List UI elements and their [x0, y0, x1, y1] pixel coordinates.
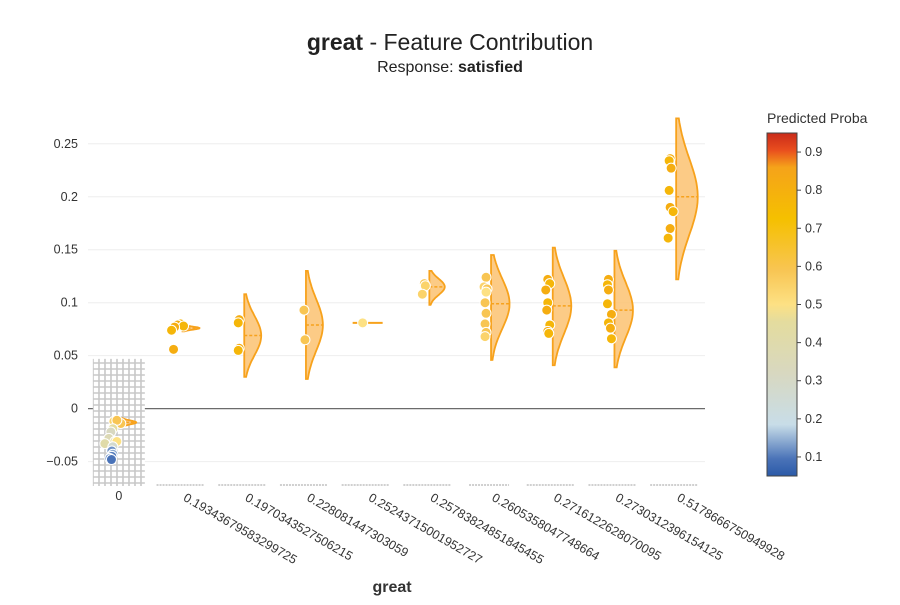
data-point: [105, 454, 117, 466]
y-tick-label: 0.1: [61, 296, 78, 310]
data-point: [480, 271, 492, 283]
data-point: [416, 288, 428, 300]
colorbar-title: Predicted Proba: [767, 110, 868, 126]
colorbar-tick-label: 0.9: [805, 145, 822, 159]
data-point: [541, 304, 553, 316]
data-point: [665, 162, 677, 174]
data-point: [232, 317, 244, 329]
y-tick-label: 0.05: [54, 349, 78, 363]
chart-subtitle: Response: satisfied: [377, 59, 523, 76]
x-tick-label: 0.228081447303059: [304, 490, 410, 560]
x-tick-label: 0.5178666750949928: [675, 490, 787, 563]
data-point: [357, 317, 369, 329]
x-axis-title: great: [372, 579, 412, 596]
colorbar-tick-label: 0.1: [805, 450, 822, 464]
data-point: [663, 184, 675, 196]
violin-shape: [551, 246, 573, 367]
data-point: [232, 344, 244, 356]
data-point: [479, 297, 491, 309]
data-point: [543, 327, 555, 339]
x-tick-label: 0.25243715001952727: [366, 490, 484, 566]
violin-shape: [490, 254, 511, 361]
violin-shape: [305, 269, 324, 380]
data-point: [166, 324, 178, 336]
colorbar-tick-label: 0.2: [805, 412, 822, 426]
data-point: [540, 284, 552, 296]
x-tick-label: 0.2605358047748664: [490, 490, 602, 563]
x-tick-label: 0.19343679583299725: [181, 490, 299, 566]
data-point: [662, 232, 674, 244]
colorbar-tick-label: 0.8: [805, 183, 822, 197]
colorbar-tick-label: 0.3: [805, 374, 822, 388]
violin-shape: [613, 249, 634, 369]
y-tick-label: 0.2: [61, 190, 78, 204]
colorbar-tick-label: 0.5: [805, 298, 822, 312]
colorbar: [766, 132, 798, 477]
data-point: [168, 343, 180, 355]
y-tick-label: 0.25: [54, 137, 78, 151]
data-point: [479, 331, 491, 343]
chart-title-bold: great: [307, 29, 364, 55]
colorbar-tick-label: 0.7: [805, 221, 822, 235]
x-tick-label: 0: [115, 489, 122, 503]
chart-subtitle-prefix: Response:: [377, 59, 458, 76]
violin-shape: [428, 269, 446, 306]
colorbar-tick-label: 0.4: [805, 336, 822, 350]
chart-subtitle-bold: satisfied: [458, 59, 523, 76]
y-tick-label: 0: [71, 402, 78, 416]
data-point: [601, 298, 613, 310]
x-tick-label: 0.2730312396154125: [613, 490, 725, 563]
x-tick-label: 0.1970343527506215: [243, 490, 355, 563]
data-point: [664, 223, 676, 235]
data-point: [602, 284, 614, 296]
data-point: [667, 206, 679, 218]
x-tick-label: 0.2716122628070095: [551, 490, 663, 563]
y-tick-label: 0.15: [54, 243, 78, 257]
data-point: [178, 320, 190, 332]
data-point: [604, 322, 616, 334]
violin-shape: [243, 293, 263, 378]
data-point: [480, 307, 492, 319]
data-point: [605, 333, 617, 345]
violin-shape: [675, 117, 699, 281]
chart-title: great - Feature Contribution: [307, 29, 593, 55]
y-tick-label: −0.05: [46, 455, 78, 469]
data-point: [298, 304, 310, 316]
data-point: [480, 286, 492, 298]
x-tick-label: 0.25783824851845455: [428, 490, 546, 566]
colorbar-tick-label: 0.6: [805, 259, 822, 273]
data-point: [299, 334, 311, 346]
chart-title-rest: - Feature Contribution: [363, 29, 593, 55]
